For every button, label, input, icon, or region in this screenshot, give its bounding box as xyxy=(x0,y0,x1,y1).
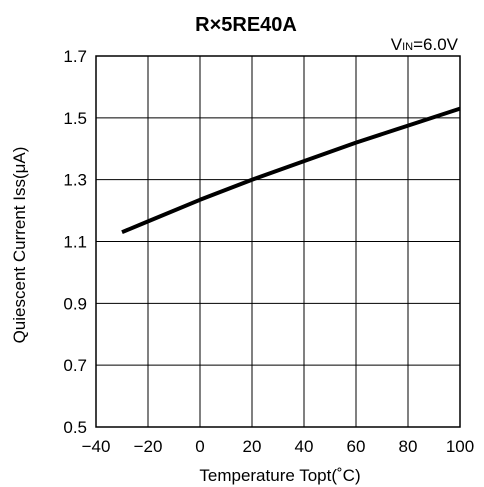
x-tick-labels: −40 −20 0 20 40 60 80 100 xyxy=(82,437,475,456)
x-tick-label: −20 xyxy=(134,437,163,456)
y-tick-label: 1.7 xyxy=(63,47,87,66)
condition-subscript: IN xyxy=(402,41,413,53)
condition-label: VIN=6.0V xyxy=(391,35,459,54)
condition-suffix: =6.0V xyxy=(413,35,459,54)
x-tick-label: 40 xyxy=(295,437,314,456)
series-group xyxy=(121,106,461,235)
x-tick-label: 0 xyxy=(195,437,204,456)
y-tick-label: 0.5 xyxy=(63,418,87,437)
y-tick-label: 1.5 xyxy=(63,109,87,128)
y-tick-label: 0.9 xyxy=(63,294,87,313)
grid xyxy=(95,55,461,428)
x-tick-label: 100 xyxy=(446,437,474,456)
x-tick-label: 80 xyxy=(399,437,418,456)
x-axis-label: Temperature Topt(˚C) xyxy=(199,466,360,485)
x-tick-label: 60 xyxy=(347,437,366,456)
y-tick-label: 1.1 xyxy=(63,233,87,252)
x-tick-label: 20 xyxy=(243,437,262,456)
chart-title: R×5RE40A xyxy=(195,14,297,36)
y-axis-label: Quiescent Current Iss(μA) xyxy=(10,147,29,344)
plot-frame xyxy=(95,55,461,428)
x-tick-label: −40 xyxy=(82,437,111,456)
y-tick-label: 0.7 xyxy=(63,356,87,375)
series-line-0 xyxy=(121,106,461,235)
y-tick-labels: 0.5 0.7 0.9 1.1 1.3 1.5 1.7 xyxy=(63,47,87,437)
y-tick-label: 1.3 xyxy=(63,171,87,190)
condition-prefix: V xyxy=(391,35,403,54)
